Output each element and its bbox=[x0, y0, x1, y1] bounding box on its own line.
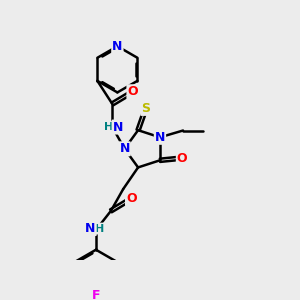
Text: O: O bbox=[177, 152, 188, 165]
Text: O: O bbox=[128, 85, 138, 98]
Text: H: H bbox=[103, 122, 113, 132]
Text: O: O bbox=[126, 192, 136, 205]
Text: N: N bbox=[112, 40, 123, 53]
Text: N: N bbox=[85, 222, 96, 235]
Text: H: H bbox=[95, 224, 105, 233]
Text: N: N bbox=[112, 121, 123, 134]
Text: N: N bbox=[155, 131, 165, 144]
Text: F: F bbox=[92, 290, 100, 300]
Text: N: N bbox=[119, 142, 130, 155]
Text: S: S bbox=[141, 102, 150, 115]
